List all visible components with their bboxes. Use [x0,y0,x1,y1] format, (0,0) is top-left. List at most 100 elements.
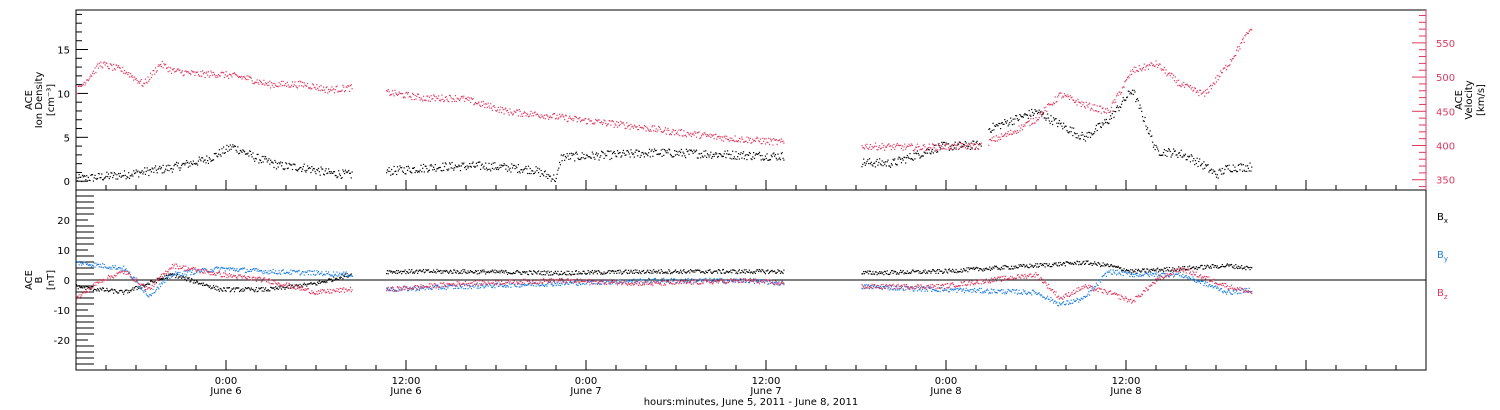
velocity-series-point [722,140,724,142]
by-series-point [156,286,158,288]
velocity-series-point [1126,77,1129,79]
bx-series-point [593,271,595,274]
ion-density-series-point [472,161,474,163]
bx-series-point [699,270,701,272]
bx-series-point [988,268,990,271]
by-series-point [88,264,90,266]
velocity-series-point [714,133,716,136]
bx-series-point [896,272,898,274]
by-series-point [172,274,174,277]
velocity-series-point [520,115,522,117]
bx-series-point [1170,270,1172,272]
bx-series-point [698,269,700,271]
velocity-series-point [270,82,273,84]
bx-series-point [664,271,667,273]
velocity-series-point [318,86,320,88]
ion-density-series-point [744,155,746,157]
by-series-point [637,279,640,281]
velocity-series-point [309,86,311,89]
bx-series-point [249,289,252,291]
bx-series-point [780,270,782,273]
ion-density-series-point [228,149,231,151]
bx-series-point [219,287,221,290]
by-series-point [537,283,539,285]
velocity-series-point [650,130,652,132]
by-series-point [242,267,244,269]
bx-series-point [1221,263,1223,266]
velocity-series-point [577,118,579,120]
ion-density-series-point [597,153,599,155]
bx-series-point [437,270,439,273]
by-series-point [775,283,777,285]
ion-density-series-point [1174,150,1176,152]
ion-density-series-point [777,153,779,155]
velocity-series-point [702,134,704,136]
bx-series-point [513,272,515,275]
ion-density-series-point [1053,119,1055,121]
ion-density-series-point [1085,135,1087,137]
ion-density-series-point [1105,121,1107,124]
velocity-series-point [635,126,637,129]
ion-density-series-point [1033,112,1035,115]
velocity-series-point [323,89,325,91]
velocity-series-point [180,72,182,74]
bx-series-point [1147,268,1149,270]
bx-series-point [1176,268,1178,270]
ion-density-series-point [493,168,495,170]
by-series-point [471,285,473,287]
by-series-point [655,280,657,283]
ion-density-series-point [332,172,334,174]
velocity-series-point [740,138,742,140]
ion-density-series-point [312,169,314,171]
ion-density-series-point [209,158,211,160]
velocity-series-point [912,149,914,152]
bx-series-point [417,272,419,274]
by-series-point [906,287,908,289]
bx-series-point [1183,265,1186,268]
bx-series-point [1085,260,1087,262]
bx-series-point [561,273,563,276]
bx-series-point [295,285,297,287]
velocity-series-point [1163,66,1165,69]
ion-density-series-point [664,149,666,151]
velocity-series-point [387,89,389,91]
velocity-series-point [543,117,545,119]
bx-series-point [245,287,247,290]
velocity-series-point [1234,55,1236,57]
velocity-series-point [1044,109,1046,112]
ion-density-series-point [465,168,467,171]
ion-density-series-point [943,141,945,144]
bx-series-point [1203,268,1205,270]
ion-density-series-point [708,156,710,158]
velocity-series-point [946,143,948,146]
by-series-point [723,282,725,284]
velocity-series-point [627,126,629,128]
velocity-series-point [905,148,907,150]
velocity-series-point [599,121,601,124]
ion-density-series-point [116,174,118,176]
bx-series-point [1104,263,1106,265]
by-series-point [139,286,141,288]
by-series-point [257,268,259,270]
ion-density-series-point [123,170,126,172]
by-series-point [218,270,220,272]
velocity-series-point [609,120,611,122]
bx-series-point [624,269,626,272]
velocity-series-point [1241,39,1244,41]
bx-series-point [530,270,532,273]
velocity-series-point [716,138,718,140]
bx-series-point [263,290,265,292]
ion-density-series-point [663,154,665,156]
ion-density-series-point [504,164,506,166]
velocity-series-point [126,72,128,74]
velocity-series-point [590,120,593,122]
bx-series-point [124,289,126,292]
by-series-point [419,287,421,290]
velocity-series-point [1141,68,1144,70]
by-series-point [275,273,278,275]
velocity-series-point [1246,32,1249,34]
velocity-series-point [441,94,443,96]
velocity-series-point [723,136,725,138]
ion-density-series-point [1064,125,1066,127]
bx-series-point [983,268,985,270]
